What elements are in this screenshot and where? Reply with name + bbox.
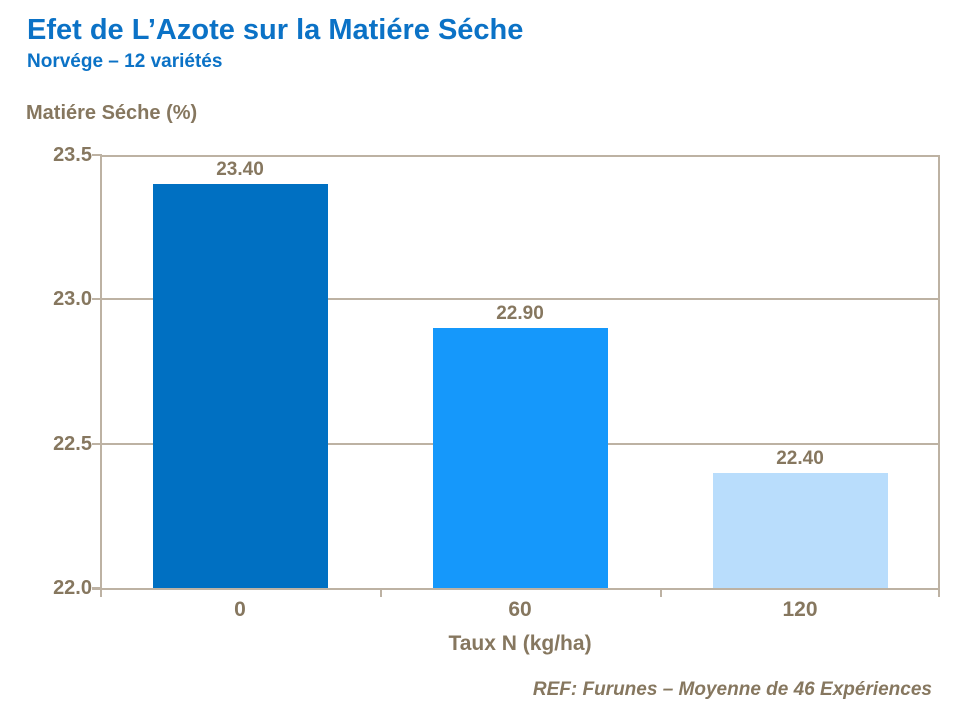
x-tick-label: 120 [782, 598, 818, 621]
bar [152, 183, 328, 588]
x-tick-label: 60 [508, 598, 532, 621]
y-tick-mark [92, 154, 102, 156]
x-tick-mark [938, 588, 940, 597]
y-tick-label: 23.0 [53, 288, 92, 311]
y-axis-title: Matiére Séche (%) [26, 102, 198, 124]
gridline [100, 298, 940, 301]
chart-subtitle: Norvége – 12 variétés [27, 51, 223, 72]
chart-title: Efet de L’Azote sur la Matiére Séche [27, 14, 524, 46]
plot-area: 23.5 23.0 22.5 22.0 23.40 0 22.90 60 22.40 120 [53, 145, 940, 621]
x-axis-title: Taux N (kg/ha) [448, 632, 592, 655]
y-tick-mark [92, 298, 102, 301]
bar [712, 472, 888, 588]
reference-note: REF: Furunes – Moyenne de 46 Expériences [532, 679, 932, 700]
x-tick-mark [660, 588, 662, 597]
bar-value-label: 23.40 [216, 158, 264, 180]
x-tick-mark [100, 588, 102, 597]
plot-border [100, 155, 940, 588]
bar [432, 328, 608, 588]
y-tick-label: 22.5 [53, 432, 92, 455]
y-tick-label: 22.0 [53, 577, 92, 599]
y-tick-mark [92, 442, 102, 445]
x-tick-label: 0 [234, 598, 246, 621]
x-axis-line [92, 588, 940, 590]
bar-value-label: 22.90 [496, 303, 544, 325]
y-tick-mark [92, 587, 102, 589]
bar-value-label: 22.40 [776, 447, 824, 469]
y-tick-label: 23.5 [53, 144, 92, 166]
x-tick-mark [380, 588, 382, 597]
